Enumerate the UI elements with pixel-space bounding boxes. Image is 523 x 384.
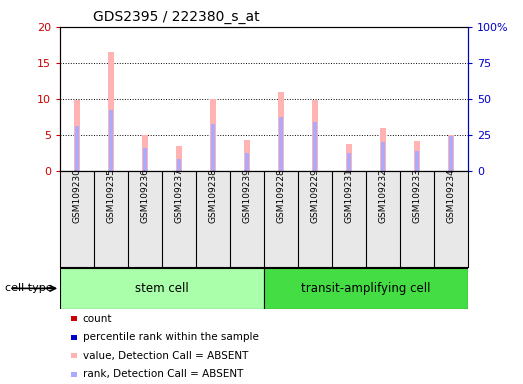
Bar	[380, 128, 386, 171]
Bar	[210, 99, 216, 171]
Text: GDS2395 / 222380_s_at: GDS2395 / 222380_s_at	[93, 10, 259, 25]
Text: value, Detection Call = ABSENT: value, Detection Call = ABSENT	[83, 351, 248, 361]
Bar	[346, 144, 352, 171]
Bar	[60, 268, 264, 309]
Bar	[74, 99, 80, 171]
Bar	[211, 124, 215, 171]
Bar	[244, 140, 250, 171]
Text: stem cell: stem cell	[135, 282, 189, 295]
Bar	[142, 135, 148, 171]
Bar	[279, 117, 283, 171]
Bar	[312, 99, 318, 171]
Bar	[143, 148, 147, 171]
Bar	[109, 111, 113, 171]
Bar	[177, 159, 181, 171]
Bar	[448, 135, 454, 171]
Text: percentile rank within the sample: percentile rank within the sample	[83, 332, 258, 342]
Bar	[108, 52, 114, 171]
Bar	[264, 268, 468, 309]
Bar	[449, 136, 453, 171]
Bar	[381, 142, 385, 171]
Text: cell type: cell type	[5, 283, 53, 293]
Bar	[278, 92, 284, 171]
Text: transit-amplifying cell: transit-amplifying cell	[301, 282, 431, 295]
Bar	[176, 146, 182, 171]
Text: rank, Detection Call = ABSENT: rank, Detection Call = ABSENT	[83, 369, 243, 379]
Bar	[75, 126, 79, 171]
Bar	[415, 151, 419, 171]
Bar	[313, 122, 317, 171]
Bar	[414, 141, 420, 171]
Bar	[245, 153, 249, 171]
Bar	[347, 153, 351, 171]
Text: count: count	[83, 314, 112, 324]
